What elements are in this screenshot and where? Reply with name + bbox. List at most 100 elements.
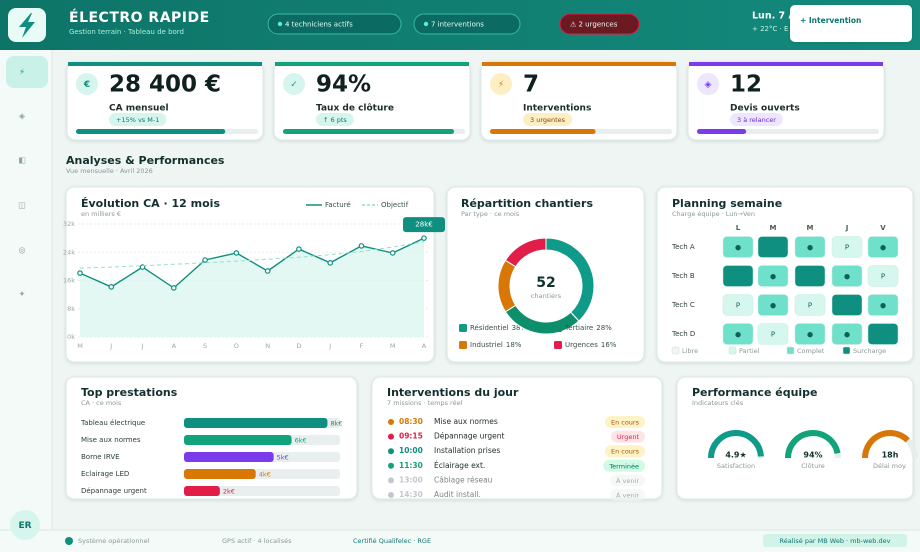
weather: + 22°C · E	[752, 25, 788, 33]
intervention-row[interactable]: 11:30 Éclairage ext. Terminée	[388, 459, 645, 472]
tech-label: Tech A	[671, 243, 695, 251]
schedule-cell[interactable]	[867, 323, 899, 345]
schedule-cell[interactable]	[831, 294, 863, 316]
x-tick-label: D	[296, 342, 301, 350]
intervention-row[interactable]: 08:30 Mise aux normes En cours	[388, 416, 645, 428]
cell-mark: P	[771, 331, 775, 339]
footer-cert: Certifié Qualifelec · RGE	[353, 537, 431, 545]
point	[296, 246, 302, 252]
status-text: À venir	[616, 491, 639, 500]
schedule-cell[interactable]	[867, 236, 899, 258]
kpi-value: 12	[730, 72, 762, 98]
schedule-cell[interactable]	[722, 265, 754, 287]
schedule-cell[interactable]	[831, 236, 863, 258]
status-pill	[603, 459, 645, 472]
bar-track	[184, 486, 340, 496]
legend-swatch	[728, 346, 737, 355]
legend-swatch	[671, 346, 680, 355]
status-pill[interactable]	[559, 13, 640, 35]
legend-name: Tertiaire	[564, 324, 593, 332]
card-title: Répartition chantiers	[461, 197, 593, 210]
kpi-icon: ⚡	[498, 80, 504, 90]
kpi-label: Taux de clôture	[316, 103, 394, 114]
status-dot	[388, 462, 394, 469]
time: 11:30	[399, 461, 423, 470]
nav-icon[interactable]: ✦	[19, 290, 26, 299]
x-tick-label: O	[234, 342, 239, 350]
schedule-cell[interactable]	[831, 323, 863, 345]
point	[264, 268, 271, 274]
x-tick-label: F	[360, 342, 364, 350]
x-tick-label: M	[390, 342, 396, 350]
cell-mark: ●	[844, 273, 850, 281]
kpi-accent	[68, 62, 262, 66]
nav-icon[interactable]: ◫	[18, 201, 26, 210]
schedule-cell[interactable]	[831, 265, 863, 287]
card	[687, 61, 885, 141]
status-dot	[388, 492, 394, 498]
legend-name: Industriel	[470, 341, 503, 349]
intervention-row[interactable]: 13:00 Câblage réseau À venir	[388, 474, 645, 487]
schedule-cell[interactable]	[757, 294, 789, 316]
nav-icon[interactable]: ◧	[18, 156, 26, 165]
pill-dot	[277, 21, 283, 27]
nav-icon[interactable]: ⚡	[19, 68, 25, 77]
bar	[184, 452, 274, 462]
point	[358, 243, 365, 249]
cell-mark: P	[808, 302, 812, 310]
status-pill	[604, 416, 645, 428]
schedule-cell[interactable]	[757, 265, 789, 287]
intervention-row[interactable]: 09:15 Dépannage urgent Urgent	[388, 430, 645, 443]
legend-name: Urgences	[565, 341, 598, 349]
schedule-cell[interactable]	[757, 236, 789, 258]
time: 09:15	[399, 432, 423, 441]
x-tick-label: J	[328, 342, 331, 350]
gauge-fill	[785, 430, 841, 459]
legend-value: 28%	[596, 324, 612, 332]
schedule-cell[interactable]	[794, 265, 826, 287]
bar	[184, 469, 256, 479]
nav-icon[interactable]: ◎	[19, 246, 26, 255]
y-tick-label: 16k	[63, 277, 75, 285]
point	[233, 250, 240, 256]
schedule-cell[interactable]	[794, 236, 826, 258]
day-label: M	[770, 224, 777, 232]
card-subtitle: Charge équipe · Lun→Ven	[672, 210, 755, 218]
kpi-badge	[316, 113, 354, 126]
legend-label: Surcharge	[853, 347, 886, 355]
schedule-cell[interactable]	[722, 323, 754, 345]
status-pill[interactable]	[267, 13, 402, 35]
progress-fill	[490, 129, 596, 134]
point	[327, 260, 333, 266]
time: 13:00	[399, 475, 423, 484]
card-subtitle: 7 missions · temps réel	[387, 399, 463, 407]
card-title: Performance équipe	[692, 386, 818, 399]
intervention-row[interactable]: 10:00 Installation prises En cours	[388, 445, 645, 458]
card-title: Planning semaine	[672, 197, 782, 210]
schedule-cell[interactable]	[867, 294, 899, 316]
schedule-cell[interactable]	[757, 323, 789, 345]
card	[480, 61, 678, 141]
point	[77, 270, 83, 276]
schedule-cell[interactable]	[867, 265, 899, 287]
line	[79, 237, 425, 289]
bar-value-label: 5k€	[277, 454, 289, 462]
schedule-cell[interactable]	[722, 294, 754, 316]
point	[108, 284, 115, 290]
schedule-cell[interactable]	[794, 294, 826, 316]
schedule-cell[interactable]	[794, 323, 826, 345]
card-subtitle: CA · ce mois	[81, 399, 122, 407]
schedule-cell[interactable]	[722, 236, 754, 258]
credit-pill[interactable]	[763, 534, 907, 547]
point	[389, 250, 396, 256]
new-intervention-button[interactable]	[790, 5, 912, 42]
intervention-row[interactable]: 14:30 Audit install. À venir	[388, 489, 645, 501]
nav-icon[interactable]: ◈	[19, 112, 26, 121]
pill-text: 7 interventions	[431, 21, 484, 29]
date: Lun. 7 A	[752, 11, 796, 22]
avatar[interactable]	[10, 510, 40, 540]
nav-active[interactable]	[6, 56, 48, 88]
x-tick-label: J	[141, 342, 144, 350]
status-pill[interactable]	[413, 13, 521, 35]
